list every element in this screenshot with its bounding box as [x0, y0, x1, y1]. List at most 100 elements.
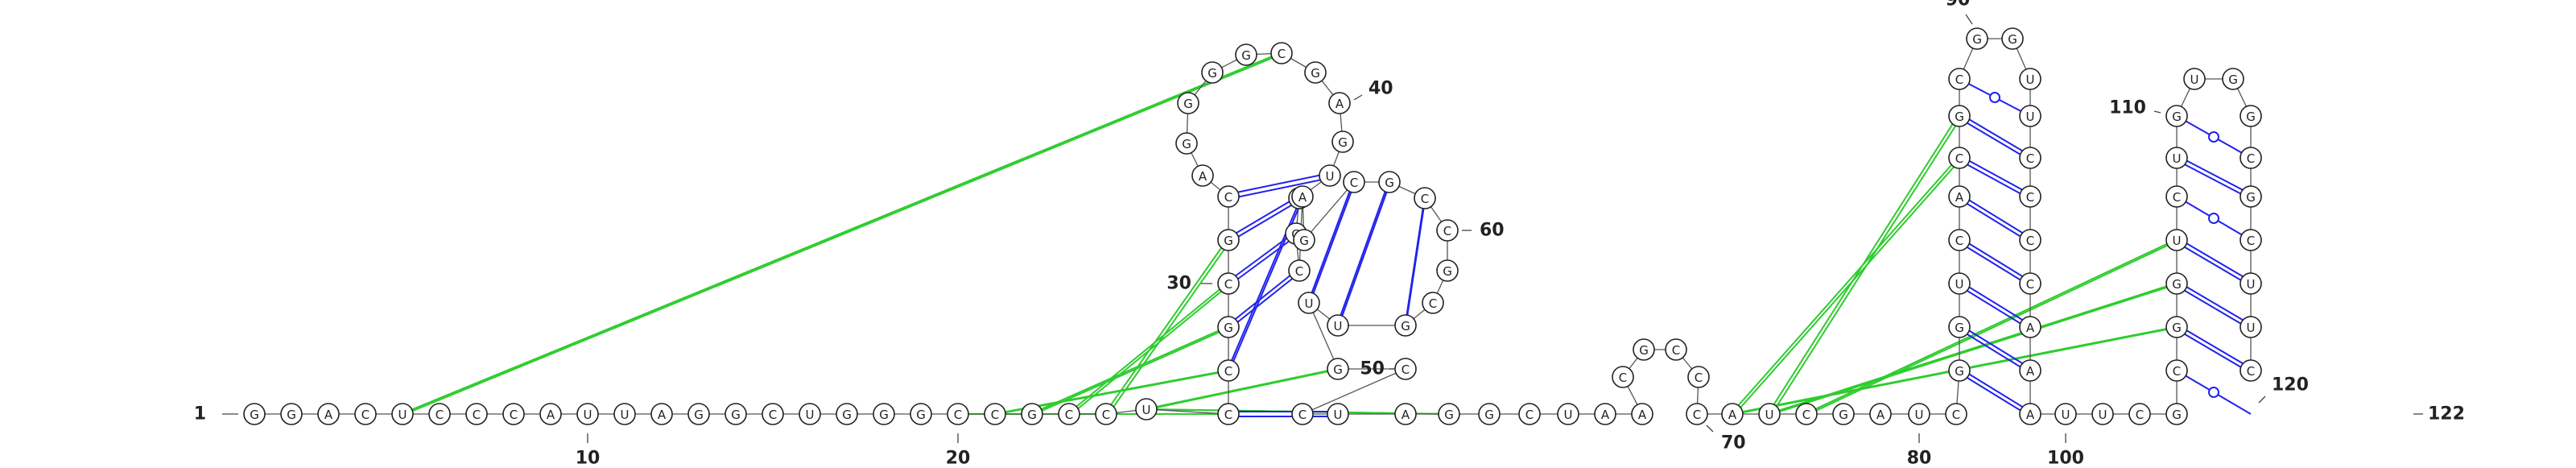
backbone-segment	[1302, 368, 1406, 415]
nucleotide-letter: U	[1334, 408, 1343, 422]
nucleotide-letter: U	[2026, 72, 2035, 87]
nucleotide-79: G	[1948, 359, 1971, 382]
nucleotide-111: G	[2240, 105, 2262, 127]
nucleotide-106: C	[2165, 185, 2188, 208]
wc-pair-line	[1405, 200, 1426, 329]
nucleotide-95: A	[2019, 316, 2041, 338]
nucleotide-letter: U	[1334, 319, 1343, 333]
nucleotide-113: G	[2240, 185, 2262, 208]
nucleotide-82: C	[1948, 229, 1971, 251]
nucleotide-67: C	[1612, 366, 1634, 388]
base-pairs	[1228, 78, 2252, 417]
nucleotide-64: U	[1557, 403, 1579, 425]
nucleotide-78: C	[1945, 403, 1967, 425]
nucleotide-letter: C	[1429, 296, 1437, 311]
nucleotide-circle	[2165, 359, 2188, 382]
nucleotide-circle	[391, 403, 414, 425]
nucleotide-letter: U	[1564, 408, 1573, 422]
gu-pair-dot	[2208, 387, 2219, 398]
nucleotide-letter: U	[2026, 110, 2035, 124]
wc-pair-line	[1228, 195, 1300, 238]
nucleotide-letter: C	[1619, 371, 1627, 385]
nucleotide-65: A	[1594, 403, 1616, 425]
nucleotide-circle	[1217, 359, 1240, 382]
nucleotide-14: G	[724, 403, 747, 425]
nucleotide-circle	[2019, 105, 2041, 127]
pseudoknot-line	[1730, 157, 1959, 415]
nucleotide-9: A	[539, 403, 562, 425]
nucleotide-61: G	[1438, 403, 1460, 425]
nucleotide-letter: G	[1639, 343, 1649, 358]
nucleotide-letter: C	[510, 408, 518, 422]
nucleotide-76: A	[1869, 403, 1892, 425]
nucleotide-circle	[1948, 105, 1971, 127]
nucleotide-letter: A	[1601, 408, 1610, 422]
nucleotide-circle	[1217, 272, 1240, 295]
nucleotide-circle	[243, 403, 266, 425]
nucleotide-letter: A	[1955, 190, 1964, 205]
number-label: 1	[194, 404, 206, 425]
nucleotide-letter: C	[2247, 364, 2255, 379]
nucleotide-letter: C	[1672, 343, 1680, 358]
wc-pair-line	[1228, 272, 1300, 330]
nucleotide-15: C	[762, 403, 784, 425]
nucleotide-letter: G	[1333, 362, 1343, 377]
wc-pair-line	[1959, 237, 2031, 282]
nucleotide-letter: U	[806, 408, 815, 422]
nucleotide-circle	[1270, 42, 1293, 64]
nucleotide-58: C	[1291, 403, 1314, 425]
nucleotide-circle	[1135, 398, 1158, 420]
nucleotide-letter: C	[1224, 408, 1232, 422]
nucleotide-circle	[2019, 316, 2041, 338]
nucleotide-letter: C	[2173, 190, 2181, 205]
nucleotide-letter: C	[954, 408, 962, 422]
nucleotide-27: C	[1217, 359, 1240, 382]
nucleotide-25: U	[1135, 398, 1158, 420]
nucleotide-80: G	[1948, 316, 1971, 338]
pseudoknot-line	[1767, 115, 1959, 415]
pseudoknot-line	[1148, 368, 1341, 410]
number-tick	[1965, 14, 1973, 25]
nucleotide-28: G	[1217, 316, 1240, 338]
nucleotide-circle	[1908, 403, 1930, 425]
nucleotide-letter: G	[1224, 321, 1233, 335]
wc-pair-line	[1959, 198, 2031, 243]
nucleotide-circle	[2240, 229, 2262, 251]
nucleotide-circle	[2001, 27, 2024, 50]
nucleotide-56: G	[1327, 358, 1349, 380]
nucleotide-letter: G	[1183, 97, 1193, 111]
nucleotide-circle	[428, 403, 451, 425]
nucleotide-letter: G	[1955, 110, 1964, 124]
nucleotide-letter: G	[1224, 234, 1233, 248]
nucleotide-12: A	[650, 403, 673, 425]
nucleotide-92: C	[2019, 185, 2041, 208]
pseudoknot-line	[1030, 326, 1228, 415]
nucleotide-46: G	[1293, 229, 1315, 251]
nucleotide-letter: G	[1972, 32, 1982, 47]
nucleotide-circle	[2165, 316, 2188, 338]
nucleotide-30: G	[1217, 229, 1240, 251]
wc-pair-line	[1228, 172, 1331, 195]
nucleotide-3: A	[317, 403, 340, 425]
nucleotide-letter: C	[991, 408, 999, 422]
wc-pair-line	[1959, 159, 2031, 200]
nucleotide-letter: U	[1765, 408, 1774, 422]
nucleotide-letter: A	[2026, 364, 2035, 379]
nucleotide-letter: U	[398, 408, 407, 422]
nucleotide-circle	[1394, 403, 1417, 425]
nucleotide-letter: C	[1525, 408, 1534, 422]
nucleotide-letter: G	[1401, 319, 1410, 333]
nucleotide-74: C	[1795, 403, 1818, 425]
nucleotide-circle	[1343, 171, 1365, 193]
nucleotide-circle	[1948, 316, 1971, 338]
nucleotide-109: U	[2183, 68, 2206, 90]
wc-pair-line	[2176, 159, 2252, 200]
nucleotide-letter: G	[1443, 264, 1452, 279]
nucleotide-98: U	[2054, 403, 2077, 425]
nucleotide-circle	[2183, 68, 2206, 90]
nucleotide-circle	[1331, 130, 1354, 153]
nucleotide-circle	[1948, 359, 1971, 382]
nucleotide-circle	[1298, 292, 1320, 314]
nucleotide-105: U	[2165, 229, 2188, 251]
nucleotide-circle	[2165, 403, 2188, 425]
